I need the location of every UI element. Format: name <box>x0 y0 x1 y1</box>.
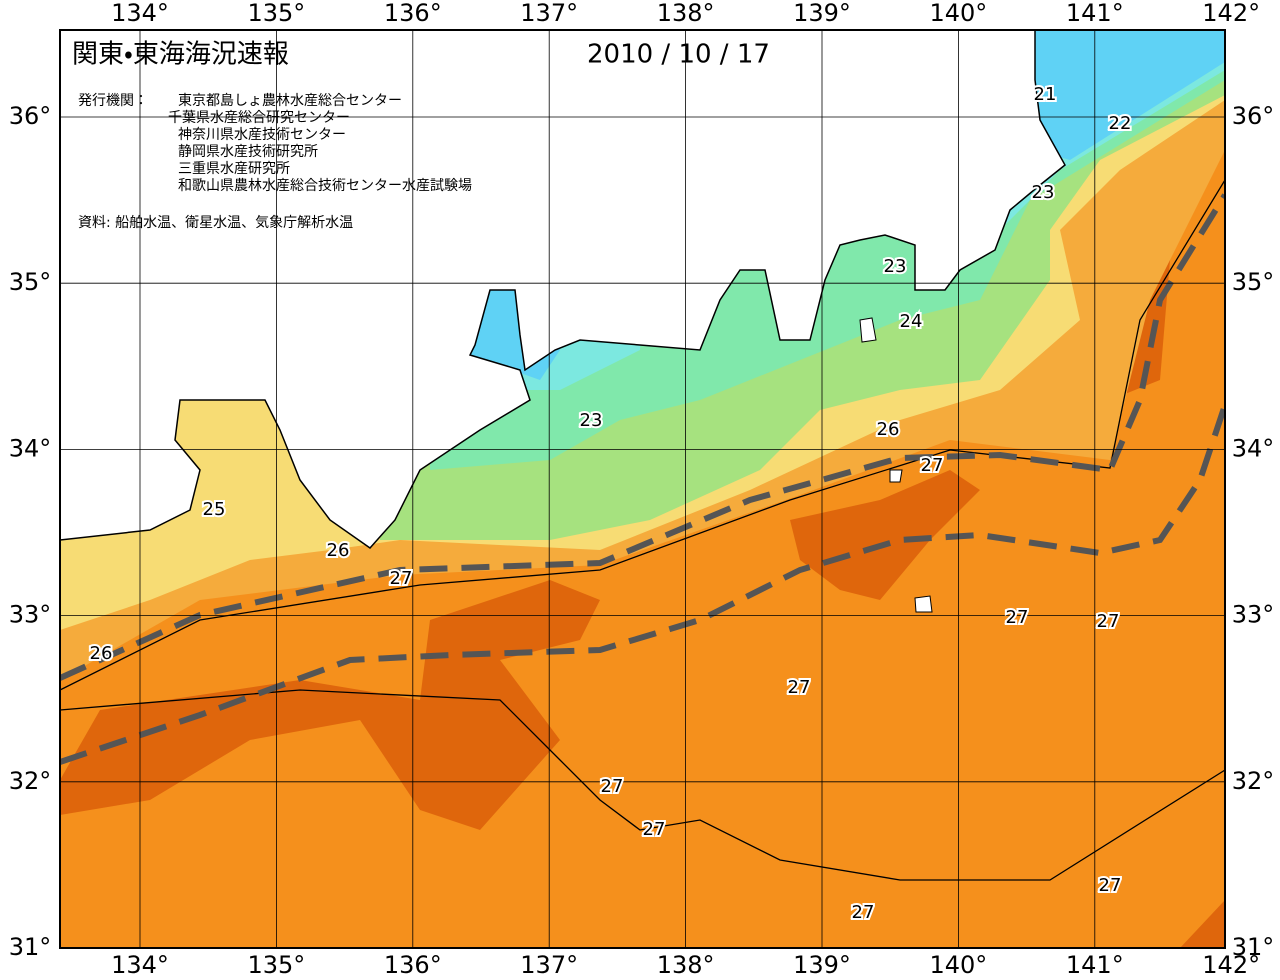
graticule <box>60 30 1225 948</box>
longitude-label: 140° <box>929 0 987 27</box>
longitude-label: 137° <box>520 0 578 27</box>
issuer: 和歌山県農林水産総合技術センター水産試験場 <box>178 178 472 194</box>
contour-label: 27 <box>1097 611 1120 632</box>
longitude-label: 135° <box>247 951 305 979</box>
issuer: 神奈川県水産技術センター <box>178 127 346 143</box>
latitude-label: 32° <box>9 767 52 795</box>
contour-label: 27 <box>788 677 811 698</box>
latitude-label: 31° <box>1232 933 1275 961</box>
longitude-label: 139° <box>793 0 851 27</box>
longitude-label: 138° <box>657 0 715 27</box>
map-frame <box>59 29 1226 949</box>
contour-label: 27 <box>921 455 944 476</box>
longitude-label: 134° <box>111 951 169 979</box>
longitude-label: 136° <box>384 951 442 979</box>
latitude-label: 33° <box>9 601 52 629</box>
latitude-labels-right: 36° 35° 34° 33° 32° 31° <box>1232 102 1275 961</box>
longitude-labels-bottom: 134° 135° 136° 137° 138° 139° 140° 141° 142° <box>111 951 1260 979</box>
latitude-label: 34° <box>1232 434 1275 462</box>
contour-label: 27 <box>852 902 875 923</box>
contour-label: 26 <box>327 540 350 561</box>
contour-label: 27 <box>601 776 624 797</box>
longitude-label: 141° <box>1066 0 1124 27</box>
island <box>859 317 933 613</box>
contour-label: 23 <box>884 256 907 277</box>
contour-label: 23 <box>580 410 603 431</box>
land <box>60 30 1066 549</box>
latitude-label: 35° <box>1232 268 1275 296</box>
longitude-label: 134° <box>111 0 169 27</box>
longitude-label: 141° <box>1066 951 1124 979</box>
date: 2010 / 10 / 17 <box>587 40 770 70</box>
warm-core <box>790 470 980 600</box>
latitude-label: 31° <box>9 933 52 961</box>
kuroshio-axis <box>60 404 1225 765</box>
contour-label: 27 <box>643 819 666 840</box>
contour-label: 27 <box>390 568 413 589</box>
issuer: 東京都島しょ農林水産総合センター <box>178 93 402 109</box>
longitude-label: 136° <box>384 0 442 27</box>
map-body <box>60 30 1225 948</box>
latitude-labels-left: 36° 35° 34° 33° 32° 31° <box>9 102 52 961</box>
kuroshio-axis <box>60 193 1225 681</box>
title: 関東・東海海況速報 <box>72 40 289 70</box>
contour-label: 26 <box>877 419 900 440</box>
latitude-label: 36° <box>9 102 52 130</box>
contour <box>60 179 1225 881</box>
contour-label: 25 <box>203 499 226 520</box>
issuer-label: 発行機関： <box>78 93 148 109</box>
contour-label: 27 <box>1006 607 1029 628</box>
contour-label: 22 <box>1109 113 1132 134</box>
longitude-label: 135° <box>247 0 305 27</box>
longitude-label: 139° <box>793 951 851 979</box>
contour-label: 26 <box>90 643 113 664</box>
warm-core <box>60 580 600 830</box>
warm-core <box>1180 900 1225 948</box>
contour-label: 24 <box>900 311 923 332</box>
longitude-label: 140° <box>929 951 987 979</box>
longitude-labels-top: 134° 135° 136° 137° 138° 139° 140° 141° 142° <box>111 0 1260 27</box>
issuer: 千葉県水産総合研究センター <box>168 109 350 126</box>
contour-label: 21 <box>1034 84 1057 105</box>
latitude-label: 33° <box>1232 601 1275 629</box>
data-source: 資料: 船舶水温、衛星水温、気象庁解析水温 <box>78 215 353 231</box>
longitude-label: 137° <box>520 951 578 979</box>
contour-label: 23 <box>1032 182 1055 203</box>
latitude-label: 35° <box>9 268 52 296</box>
latitude-label: 32° <box>1232 767 1275 795</box>
latitude-label: 36° <box>1232 102 1275 130</box>
contour-label: 27 <box>1099 875 1122 896</box>
latitude-label: 34° <box>9 434 52 462</box>
longitude-label: 138° <box>657 951 715 979</box>
issuer: 三重県水産研究所 <box>178 160 290 177</box>
longitude-label: 142° <box>1202 0 1260 27</box>
issuer: 静岡県水産技術研究所 <box>178 143 318 160</box>
longitude-label: 142° <box>1202 951 1260 979</box>
